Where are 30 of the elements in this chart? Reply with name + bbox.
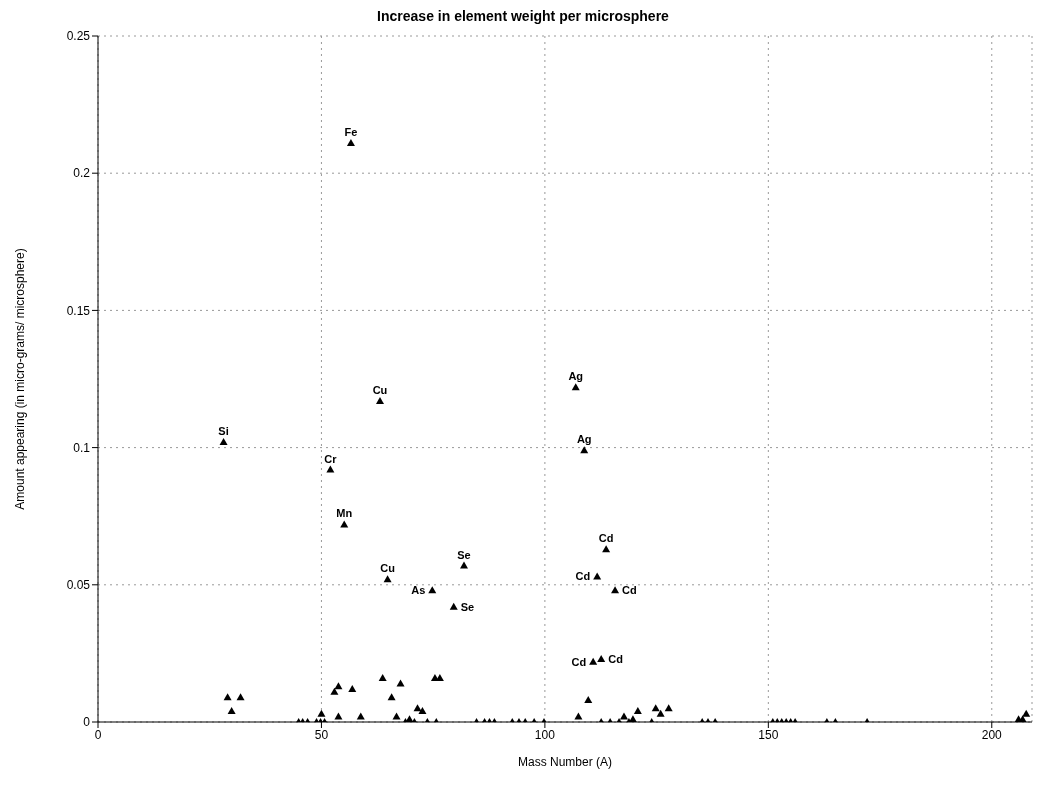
y-tick-label: 0.1 <box>73 440 91 455</box>
annotation: Mn <box>336 507 353 520</box>
annotation: Cd <box>571 655 587 668</box>
annotation: Ag <box>576 433 592 446</box>
y-tick-label: 0 <box>83 715 91 730</box>
annotation: Fe <box>344 126 358 139</box>
x-axis-title: Mass Number (A) <box>517 755 613 769</box>
x-tick-label: 150 <box>758 727 779 742</box>
y-tick-label: 0.2 <box>73 166 91 181</box>
chart-title: Increase in element weight per microsphere <box>376 8 670 24</box>
x-tick-label: 200 <box>981 727 1003 742</box>
annotation: Cd <box>575 570 591 583</box>
y-tick-label: 0.05 <box>66 578 91 593</box>
annotation: Cd <box>608 652 623 665</box>
y-axis-title: Amount appearing (in micro-grams/ microsphere) <box>13 248 28 510</box>
x-tick-label: 100 <box>534 727 556 742</box>
y-tick-label: 0.25 <box>66 29 91 44</box>
annotation: Se <box>460 600 475 613</box>
annotation: Si <box>218 425 229 438</box>
x-tick-label: 50 <box>314 727 329 742</box>
y-tick-label: 0.15 <box>66 303 91 318</box>
annotation: As <box>411 584 426 597</box>
annotation: Ag <box>568 370 584 383</box>
annotation: Cr <box>324 452 338 465</box>
annotation: Se <box>457 548 471 561</box>
annotation: Cu <box>372 383 388 396</box>
annotation: Cu <box>380 562 395 575</box>
annotation: Cd <box>598 532 614 545</box>
x-tick-label: 0 <box>94 727 102 742</box>
annotation: Cd <box>622 584 637 597</box>
